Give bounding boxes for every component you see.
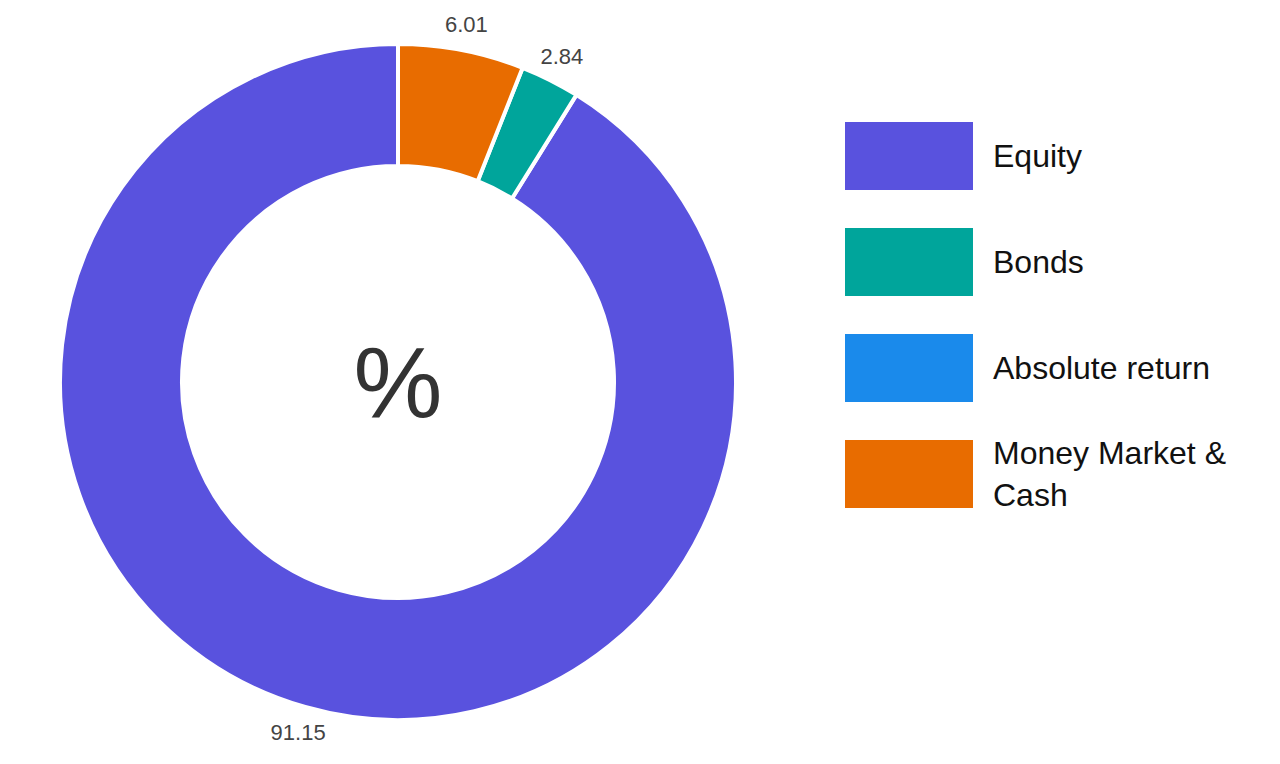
svg-text:91.15: 91.15 — [271, 720, 326, 745]
svg-text:6.01: 6.01 — [445, 12, 488, 37]
svg-text:2.84: 2.84 — [540, 44, 583, 69]
html-text:Bonds: Bonds — [993, 244, 1084, 280]
html-text:Money Market & Cash: Money Market & Cash — [993, 435, 1226, 513]
html-text:Absolute return: Absolute return — [993, 350, 1210, 386]
html-text:Equity: Equity — [993, 138, 1082, 174]
